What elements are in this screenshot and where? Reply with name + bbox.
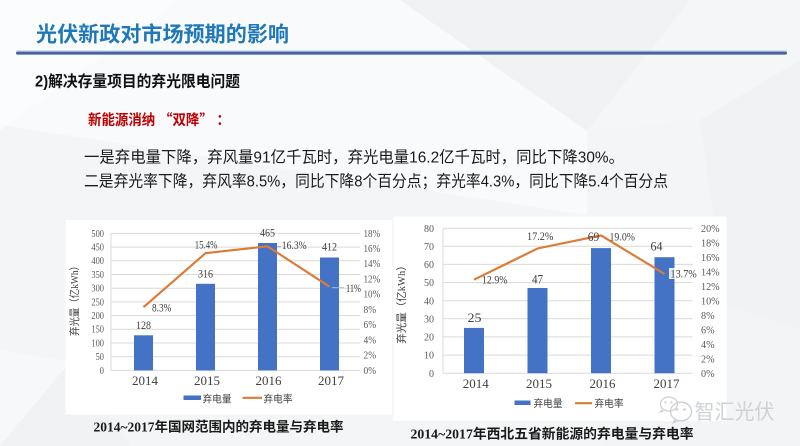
svg-text:300: 300 (91, 284, 104, 295)
svg-text:70: 70 (424, 241, 434, 253)
svg-text:16.3%: 16.3% (282, 240, 307, 252)
svg-text:18%: 18% (701, 237, 720, 249)
svg-text:6%: 6% (701, 324, 715, 336)
svg-text:8%: 8% (364, 305, 377, 316)
svg-text:40: 40 (424, 295, 434, 307)
svg-text:500: 500 (91, 229, 104, 240)
svg-text:2014: 2014 (463, 377, 490, 391)
svg-text:2016: 2016 (256, 374, 282, 388)
svg-text:16%: 16% (701, 252, 720, 264)
svg-text:20: 20 (424, 332, 434, 344)
svg-text:400: 400 (91, 256, 104, 267)
svg-text:412: 412 (322, 239, 337, 253)
svg-text:一是弃电量下降，弃风量91亿千瓦时，弃光电量16.2亿千瓦时: 一是弃电量下降，弃风量91亿千瓦时，弃光电量16.2亿千瓦时，同比下降30%。 (84, 149, 624, 167)
svg-text:0: 0 (429, 368, 434, 380)
svg-text:12.9%: 12.9% (482, 273, 508, 287)
svg-text:30: 30 (424, 313, 434, 325)
svg-text:12%: 12% (701, 281, 720, 293)
svg-text:465: 465 (260, 225, 275, 239)
svg-text:2%: 2% (701, 353, 715, 365)
svg-text:0: 0 (100, 366, 104, 377)
svg-text:18%: 18% (364, 229, 381, 240)
svg-text:二是弃光率下降，弃风率8.5%，同比下降8个百分点；弃光率4: 二是弃光率下降，弃风率8.5%，同比下降8个百分点；弃光率4.3%，同比下降5.… (84, 173, 668, 191)
svg-text:13.7%: 13.7% (671, 266, 697, 280)
svg-text:2015: 2015 (526, 377, 552, 391)
svg-text:350: 350 (91, 270, 104, 281)
svg-text:8%: 8% (701, 310, 715, 322)
svg-text:10%: 10% (364, 290, 381, 301)
svg-text:智汇光伏: 智汇光伏 (695, 396, 775, 426)
svg-text:2014: 2014 (132, 374, 159, 388)
svg-text:80: 80 (424, 223, 434, 235)
svg-text:20%: 20% (701, 223, 720, 235)
svg-text:6%: 6% (364, 320, 377, 331)
svg-text:8.3%: 8.3% (152, 303, 172, 315)
svg-text:2014~2017年西北五省新能源的弃电量与弃电率: 2014~2017年西北五省新能源的弃电量与弃电率 (411, 426, 694, 442)
svg-text:11%: 11% (346, 283, 361, 295)
svg-text:弃电量: 弃电量 (534, 395, 563, 410)
svg-text:弃电量: 弃电量 (203, 391, 232, 406)
svg-text:50: 50 (96, 352, 104, 363)
svg-text:200: 200 (91, 311, 104, 322)
svg-text:14%: 14% (701, 266, 720, 278)
svg-text:2014~2017年国网范围内的弃电量与弃电率: 2014~2017年国网范围内的弃电量与弃电率 (94, 419, 344, 435)
svg-text:4%: 4% (701, 339, 715, 351)
svg-text:光伏新政对市场预期的影响: 光伏新政对市场预期的影响 (36, 23, 289, 47)
svg-text:128: 128 (136, 318, 151, 332)
svg-text:64: 64 (651, 240, 664, 254)
svg-text:2%: 2% (364, 351, 377, 362)
svg-text:0%: 0% (701, 368, 715, 380)
svg-text:17.2%: 17.2% (527, 229, 554, 243)
svg-text:250: 250 (91, 297, 104, 308)
svg-text:2017: 2017 (654, 377, 680, 391)
svg-text:150: 150 (91, 325, 104, 336)
svg-text:12%: 12% (364, 274, 381, 285)
svg-text:60: 60 (424, 259, 434, 271)
svg-text:2017: 2017 (318, 374, 344, 388)
svg-text:16%: 16% (364, 244, 381, 255)
svg-text:2)解决存量项目的弃光限电问题: 2)解决存量项目的弃光限电问题 (35, 72, 240, 91)
svg-text:19.0%: 19.0% (610, 230, 636, 244)
svg-text:450: 450 (91, 243, 104, 254)
svg-text:新能源消纳 “双降” ：: 新能源消纳 “双降” ： (88, 109, 230, 130)
svg-text:100: 100 (91, 338, 104, 349)
svg-text:4%: 4% (364, 335, 377, 346)
svg-text:15.4%: 15.4% (195, 240, 218, 252)
svg-text:2015: 2015 (194, 374, 220, 388)
svg-text:50: 50 (424, 277, 434, 289)
svg-text:弃电率: 弃电率 (595, 395, 624, 410)
svg-text:10%: 10% (701, 295, 720, 307)
svg-text:47: 47 (532, 273, 543, 287)
svg-text:25: 25 (468, 311, 482, 325)
svg-text:0%: 0% (364, 366, 377, 377)
svg-text:2016: 2016 (590, 377, 616, 391)
svg-text:弃光量（亿kWh）: 弃光量（亿kWh） (395, 260, 408, 343)
svg-text:弃电率: 弃电率 (264, 391, 293, 406)
svg-text:10: 10 (424, 350, 434, 362)
svg-text:69: 69 (588, 230, 600, 244)
svg-text:316: 316 (198, 266, 213, 280)
svg-text:14%: 14% (364, 259, 381, 270)
svg-text:弃光量（亿kWh）: 弃光量（亿kWh） (68, 261, 81, 336)
